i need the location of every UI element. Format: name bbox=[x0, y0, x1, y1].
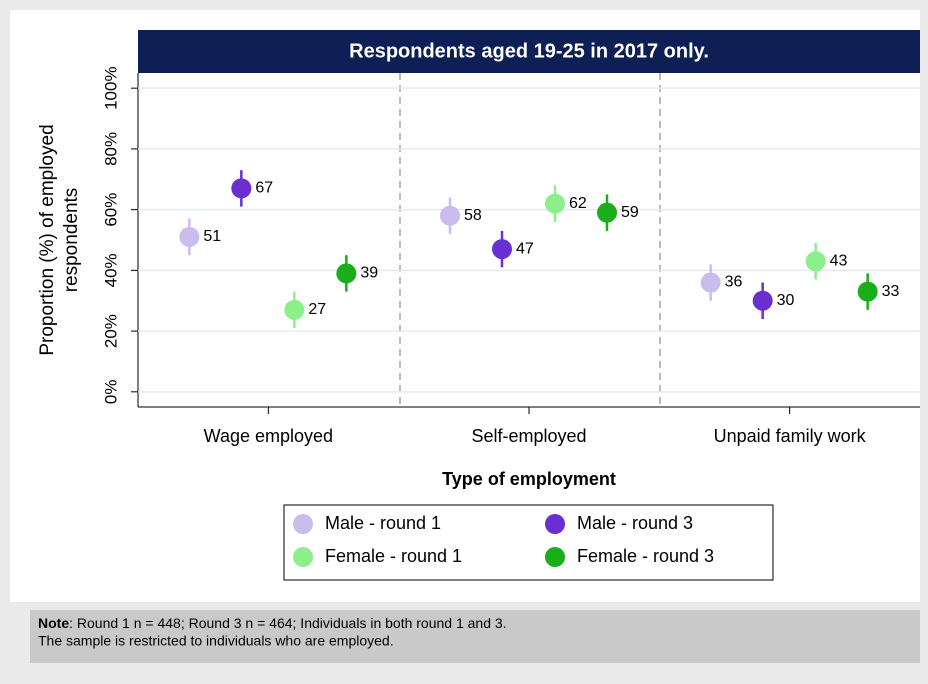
x-tick-label: Wage employed bbox=[204, 426, 333, 446]
data-label: 30 bbox=[777, 292, 795, 309]
data-label: 51 bbox=[203, 228, 221, 245]
x-axis-title: Type of employment bbox=[442, 469, 616, 489]
data-label: 36 bbox=[725, 274, 743, 291]
dot bbox=[284, 299, 305, 320]
chart-title: Respondents aged 19-25 in 2017 only. bbox=[349, 40, 709, 62]
legend-label: Male - round 1 bbox=[325, 513, 441, 533]
dot bbox=[752, 290, 773, 311]
y-tick-label: 80% bbox=[101, 132, 120, 166]
note-text: : Round 1 n = 448; Round 3 n = 464; Indi… bbox=[69, 615, 506, 631]
y-tick-label: 20% bbox=[101, 314, 120, 348]
dot bbox=[231, 178, 252, 199]
legend-label: Female - round 1 bbox=[325, 546, 462, 566]
data-label: 62 bbox=[569, 195, 587, 212]
data-label: 59 bbox=[621, 204, 639, 221]
legend-swatch bbox=[293, 547, 313, 567]
dot bbox=[857, 281, 878, 302]
legend-box bbox=[283, 504, 774, 581]
x-tick-label: Unpaid family work bbox=[714, 426, 867, 446]
y-tick-label: 60% bbox=[101, 193, 120, 227]
y-axis-title: Proportion (%) of employed bbox=[37, 124, 58, 355]
y-tick-label: 100% bbox=[101, 66, 120, 109]
note-bold: Note bbox=[38, 615, 69, 631]
y-tick-label: 0% bbox=[101, 380, 120, 405]
title-band bbox=[138, 30, 920, 73]
dot bbox=[597, 202, 617, 223]
dot bbox=[179, 226, 200, 247]
data-label: 67 bbox=[255, 180, 273, 197]
data-label: 47 bbox=[516, 240, 534, 257]
dot bbox=[492, 239, 512, 260]
y-axis-title: respondents bbox=[61, 188, 82, 293]
legend-swatch bbox=[545, 514, 565, 534]
data-label: 39 bbox=[360, 265, 378, 282]
data-label: 58 bbox=[464, 207, 482, 224]
note-line: The sample is restricted to individuals … bbox=[38, 633, 394, 649]
dot bbox=[545, 193, 565, 214]
legend-swatch bbox=[293, 514, 313, 534]
legend-swatch bbox=[545, 547, 565, 567]
note-line: Note: Round 1 n = 448; Round 3 n = 464; … bbox=[38, 615, 507, 631]
dot bbox=[440, 205, 460, 226]
dot bbox=[805, 251, 826, 272]
data-label: 43 bbox=[830, 252, 848, 269]
legend-label: Male - round 3 bbox=[577, 513, 693, 533]
dot bbox=[336, 263, 357, 284]
y-tick-label: 40% bbox=[101, 253, 120, 287]
legend-label: Female - round 3 bbox=[577, 546, 714, 566]
data-label: 33 bbox=[882, 283, 900, 300]
dot bbox=[700, 272, 721, 293]
x-tick-label: Self-employed bbox=[471, 426, 586, 446]
data-label: 27 bbox=[308, 301, 326, 318]
note-box bbox=[30, 610, 920, 663]
